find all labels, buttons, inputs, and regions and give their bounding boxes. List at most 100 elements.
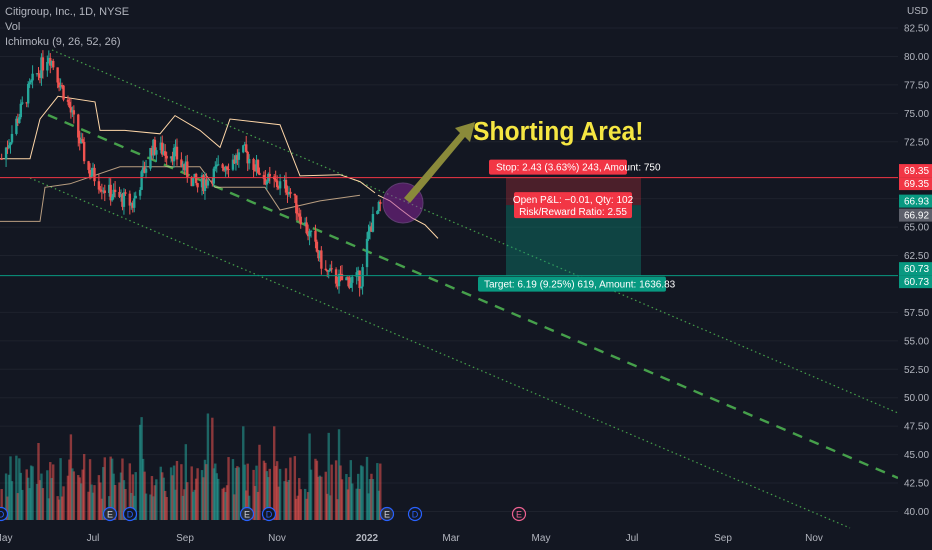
volume-bar — [52, 464, 55, 520]
volume-bar — [265, 471, 269, 520]
price-tick-label: 50.00 — [904, 393, 929, 404]
candle-body — [277, 187, 280, 189]
candle-body — [265, 181, 269, 185]
candle-body — [26, 83, 30, 104]
symbol-title[interactable]: Citigroup, Inc., 1D, NYSE — [5, 6, 130, 18]
price-tick-label: 75.00 — [904, 109, 929, 120]
candle-body — [184, 161, 188, 171]
candle-body — [308, 231, 311, 237]
earnings-marker[interactable] — [379, 506, 395, 522]
candle-body — [278, 181, 282, 189]
dividend-marker-label: D — [266, 510, 273, 520]
candle-body — [256, 160, 260, 173]
price-tick-label: 77.50 — [904, 80, 929, 91]
volume-bar — [18, 458, 21, 520]
volume-bar — [234, 467, 238, 520]
candle-body — [110, 197, 114, 201]
volume-bar — [267, 477, 270, 520]
volume-bar — [29, 465, 33, 520]
volume-bar — [50, 478, 53, 520]
volume-bar — [153, 485, 157, 520]
channel-lower-line[interactable] — [29, 177, 851, 529]
earnings-marker[interactable] — [511, 506, 527, 522]
earnings-marker[interactable] — [102, 506, 118, 522]
candle-body — [193, 173, 196, 179]
dividend-marker-label: D — [127, 510, 134, 520]
volume-bar — [370, 473, 373, 520]
volume-bar — [286, 481, 289, 520]
stop-label-box[interactable] — [489, 159, 627, 175]
volume-bar — [336, 499, 339, 520]
volume-bar — [225, 485, 229, 520]
dividend-marker[interactable] — [261, 506, 277, 522]
price-tick-label: 42.50 — [904, 479, 929, 490]
ichimoku-indicator-label[interactable]: Ichimoku (9, 26, 52, 26) — [5, 36, 121, 48]
volume-bar — [376, 463, 379, 520]
volume-bar — [163, 490, 167, 520]
volume-bar — [356, 473, 360, 520]
arrow-icon[interactable] — [404, 122, 475, 203]
candle-body — [66, 99, 70, 102]
candle-body — [37, 73, 40, 75]
short-position-tool[interactable]: Stop: 2.43 (3.63%) 243, Amount: 750 Open … — [0, 159, 898, 292]
candle-body — [124, 192, 127, 194]
volume-bar — [237, 467, 241, 520]
volume-bar — [172, 465, 176, 520]
candle-body — [175, 146, 179, 160]
candle-body — [100, 190, 104, 192]
volume-bar — [253, 486, 257, 520]
candle-body — [47, 57, 51, 62]
volume-bar — [181, 495, 185, 520]
candle-body — [236, 155, 239, 160]
volume-bar — [88, 459, 92, 520]
volume-indicator-label[interactable]: Vol — [5, 21, 21, 33]
dividend-marker[interactable] — [407, 506, 423, 522]
channel-mid-line[interactable] — [47, 113, 899, 480]
candle-body — [348, 277, 351, 288]
candle-body — [108, 184, 111, 193]
trend-channel[interactable] — [29, 49, 899, 529]
volume-bar — [109, 456, 112, 520]
volume-bar — [191, 491, 195, 520]
volume-bar — [274, 466, 277, 520]
candle-body — [162, 151, 165, 155]
earnings-marker[interactable] — [239, 506, 255, 522]
candle-body — [227, 169, 230, 171]
volume-bar — [203, 459, 207, 520]
candle-body — [370, 226, 373, 232]
candle-body — [262, 175, 266, 179]
channel-upper-line[interactable] — [51, 49, 899, 414]
volume-bar — [277, 486, 280, 520]
dividend-marker[interactable] — [0, 506, 9, 522]
candle-body — [365, 238, 369, 268]
candle-body — [268, 173, 271, 177]
time-axis[interactable]: May Jul Sep Nov 2022 Mar May Jul Sep Nov — [0, 533, 823, 544]
candle-body — [224, 166, 227, 171]
volume-bar — [231, 459, 235, 520]
volume-bar — [256, 491, 260, 520]
candle-body — [109, 184, 112, 201]
volume-bar — [245, 490, 248, 520]
dividend-marker[interactable] — [122, 506, 138, 522]
volume-bar — [155, 479, 158, 520]
candle-body — [68, 101, 71, 108]
candle-body — [19, 103, 23, 118]
pnl-box[interactable] — [514, 192, 632, 219]
target-label-box[interactable] — [478, 276, 666, 292]
candle-body — [345, 277, 348, 281]
candle-body — [283, 179, 286, 182]
stop-label: Stop: 2.43 (3.63%) 243, Amount: 750 — [496, 163, 661, 174]
candle-body — [103, 190, 106, 193]
candle-body — [69, 107, 73, 113]
volume-bar — [295, 498, 298, 520]
price-axis[interactable]: USD82.5080.0077.5075.0072.5067.5065.0062… — [898, 0, 932, 550]
candle-body — [222, 167, 226, 171]
candle-body — [286, 192, 289, 195]
volume-bar — [38, 480, 42, 520]
volume-bar — [81, 469, 84, 520]
volume-bar — [57, 499, 61, 520]
volume-bar — [66, 475, 70, 520]
annotation-group[interactable]: Shorting Area! — [382, 117, 644, 224]
